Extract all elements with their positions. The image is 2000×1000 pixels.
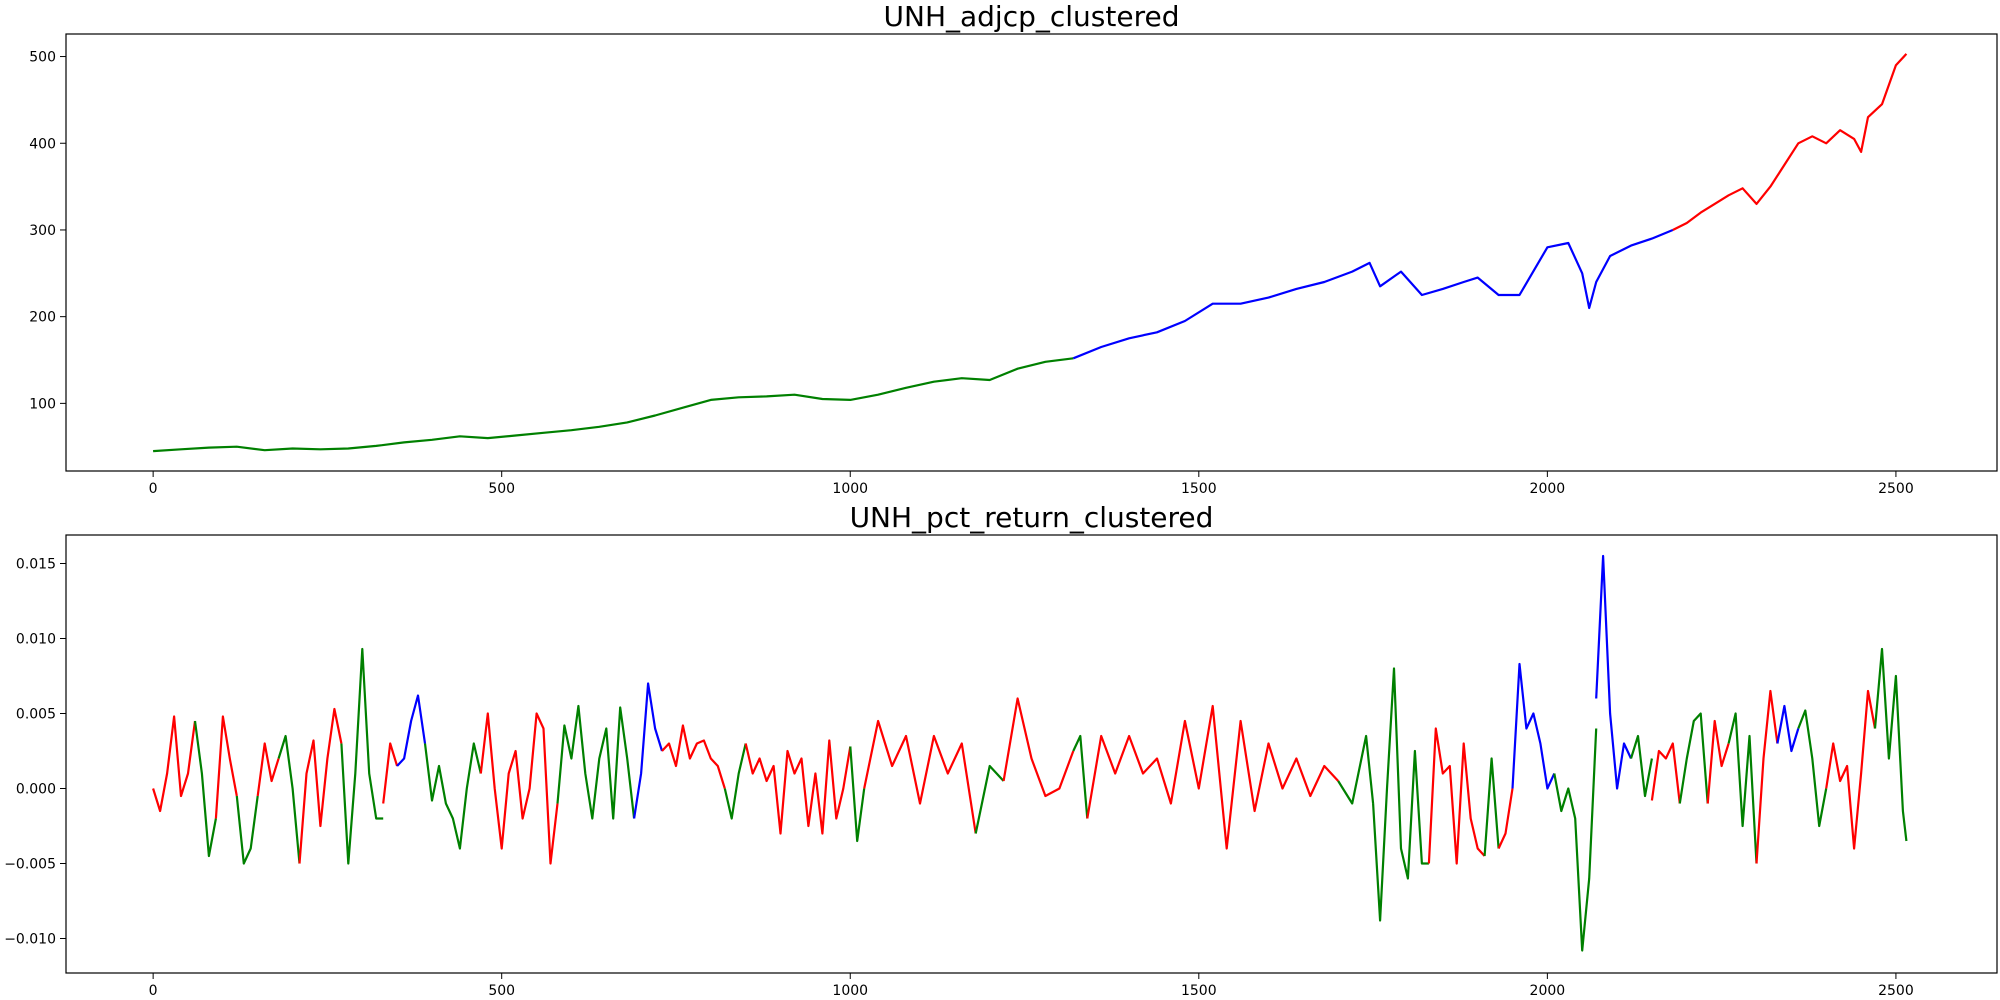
pct-return-cluster-2-segment-11: [479, 712, 559, 865]
pct-return-cluster-0-segment-24: [1372, 667, 1429, 922]
pct-return-x-tick-label: 2000: [1530, 983, 1566, 999]
pct-return-x-tick-label: 2500: [1878, 983, 1914, 999]
pct-return-y-tick-label: −0.005: [4, 857, 56, 873]
pct-return-cluster-0-segment-21: [1072, 734, 1089, 819]
pct-return-cluster-2-segment-14: [661, 724, 726, 789]
pct-return-cluster-0-segment-5: [277, 734, 301, 864]
pct-return-cluster-0-segment-1: [193, 720, 217, 858]
pct-return-y-axis: −0.010 −0.005 0.000 0.005 0.010 0.015: [4, 557, 66, 948]
adjcp-y-tick-label: 300: [29, 223, 56, 239]
pct-return-y-tick-label: 0.010: [16, 632, 56, 648]
adjcp-y-axis: 100 200 300 400 500: [29, 50, 66, 412]
adjcp-x-tick-label: 1500: [1181, 481, 1217, 497]
pct-return-cluster-2-segment-16: [744, 739, 852, 835]
pct-return-chart-title: UNH_pct_return_clustered: [850, 501, 1214, 534]
pct-return-cluster-0-segment-19: [974, 764, 1005, 834]
pct-return-cluster-0-segment-10: [423, 742, 482, 850]
pct-return-cluster-2-segment-20: [1002, 697, 1075, 798]
pct-return-cluster-1-segment-30: [1595, 554, 1632, 790]
pct-return-cluster-2-segment-18: [863, 719, 977, 834]
pct-return-cluster-2-segment-34: [1706, 719, 1730, 804]
pct-return-cluster-2-segment-39: [1825, 689, 1877, 850]
adjcp-chart-panel: UNH_adjcp_clustered 0 500 1000 1500 2000 2500 1…: [29, 0, 1998, 497]
adjcp-cluster-1-segment-1: [1072, 228, 1674, 360]
pct-return-cluster-0-segment-3: [235, 795, 259, 865]
pct-return-cluster-0-segment-35: [1727, 712, 1758, 864]
adjcp-y-tick-label: 500: [29, 50, 56, 66]
pct-return-cluster-0-segment-23: [1337, 734, 1375, 805]
adjcp-x-tick-label: 2000: [1530, 481, 1566, 497]
pct-return-cluster-0-segment-33: [1678, 712, 1709, 804]
pct-return-y-tick-label: 0.005: [16, 707, 56, 723]
pct-return-cluster-2-segment-0: [152, 715, 197, 813]
pct-return-cluster-0-segment-31: [1629, 734, 1653, 798]
pct-return-cluster-2-segment-4: [256, 742, 280, 797]
adjcp-plot-frame: [65, 33, 1998, 472]
adjcp-chart-title: UNH_adjcp_clustered: [884, 0, 1180, 33]
pct-return-cluster-0-segment-38: [1797, 709, 1828, 828]
pct-return-plot-frame: [65, 534, 1998, 974]
pct-return-cluster-2-segment-27: [1497, 788, 1514, 849]
pct-return-chart-panel: UNH_pct_return_clustered 0 500 1000 1500 2000…: [4, 501, 1998, 999]
pct-return-cluster-2-segment-2: [214, 715, 238, 819]
pct-return-y-tick-label: 0.015: [16, 557, 56, 573]
pct-return-cluster-0-segment-15: [723, 743, 747, 820]
pct-return-x-axis: 0 500 1000 1500 2000 2500: [149, 973, 1914, 999]
pct-return-cluster-0-segment-29: [1553, 728, 1598, 952]
adjcp-series-group: [153, 53, 1908, 453]
pct-return-series-group: [152, 554, 1908, 952]
pct-return-cluster-1-segment-13: [633, 682, 664, 819]
pct-return-cluster-0-segment-40: [1873, 647, 1908, 842]
adjcp-x-axis: 0 500 1000 1500 2000 2500: [149, 471, 1914, 497]
pct-return-x-tick-label: 500: [488, 983, 515, 999]
pct-return-cluster-1-segment-28: [1511, 662, 1556, 790]
pct-return-x-tick-label: 1000: [832, 983, 868, 999]
adjcp-x-tick-label: 2500: [1878, 481, 1914, 497]
pct-return-cluster-2-segment-6: [298, 707, 343, 864]
pct-return-cluster-2-segment-36: [1755, 689, 1779, 864]
pct-return-cluster-0-segment-12: [556, 704, 636, 820]
adjcp-y-tick-label: 200: [29, 310, 56, 326]
pct-return-x-tick-label: 1500: [1181, 983, 1217, 999]
pct-return-cluster-2-segment-22: [1086, 704, 1340, 850]
pct-return-cluster-1-segment-9: [396, 694, 427, 767]
pct-return-cluster-2-segment-8: [382, 742, 399, 804]
adjcp-cluster-0-segment-0: [153, 357, 1074, 453]
pct-return-cluster-0-segment-17: [849, 746, 866, 843]
pct-return-y-tick-label: −0.010: [4, 932, 56, 948]
adjcp-y-tick-label: 400: [29, 136, 56, 152]
pct-return-cluster-0-segment-7: [340, 647, 384, 865]
pct-return-cluster-2-segment-32: [1650, 742, 1681, 804]
adjcp-y-tick-label: 100: [29, 396, 56, 412]
pct-return-cluster-0-segment-26: [1483, 757, 1500, 857]
pct-return-cluster-1-segment-37: [1776, 704, 1800, 753]
adjcp-x-tick-label: 0: [149, 481, 158, 497]
pct-return-y-tick-label: 0.000: [16, 782, 56, 798]
adjcp-cluster-2-segment-2: [1672, 53, 1908, 231]
adjcp-x-tick-label: 1000: [832, 481, 868, 497]
adjcp-x-tick-label: 500: [488, 481, 515, 497]
pct-return-cluster-2-segment-25: [1427, 727, 1486, 865]
pct-return-x-tick-label: 0: [149, 983, 158, 999]
